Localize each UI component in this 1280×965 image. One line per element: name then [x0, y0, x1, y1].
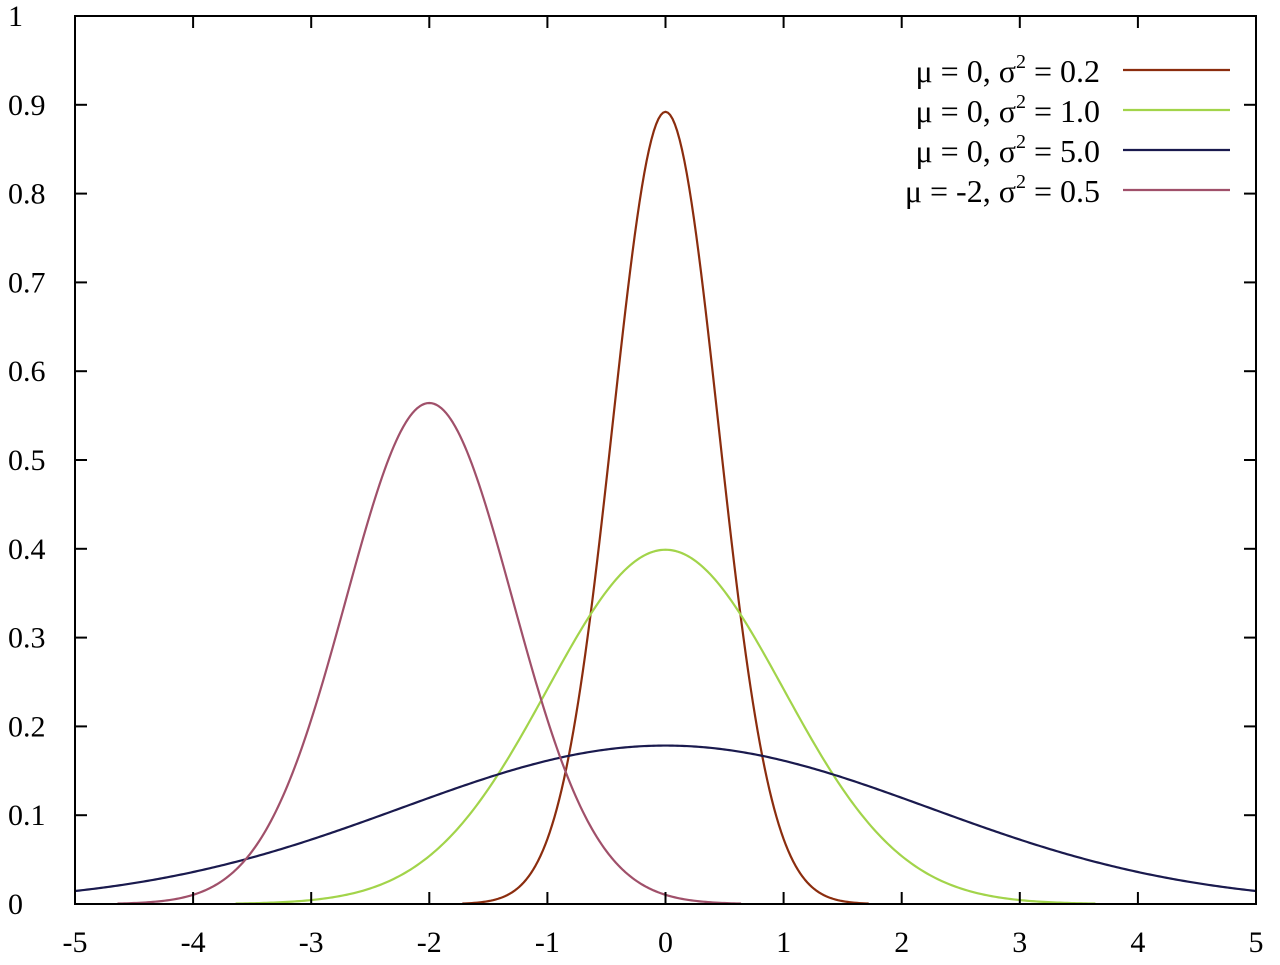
y-tick-label: 0.6 [8, 355, 46, 388]
y-tick-label: 0.5 [8, 444, 46, 477]
x-tick-label: -5 [63, 926, 88, 959]
series-line-1 [462, 110, 869, 905]
y-tick-label: 1 [8, 0, 23, 33]
y-tick-label: 0.1 [8, 799, 46, 832]
legend: μ = 0, σ2 = 0.2μ = 0, σ2 = 1.0μ = 0, σ2 … [905, 51, 1230, 209]
series-line-4 [117, 401, 742, 905]
y-tick-label: 0.2 [8, 710, 46, 743]
legend-entry-label: μ = 0, σ2 = 5.0 [916, 131, 1101, 169]
y-tick-label: 0.3 [8, 622, 46, 655]
x-tick-label: -3 [299, 926, 324, 959]
y-tick-label: 0.8 [8, 178, 46, 211]
x-tick-label: -4 [181, 926, 206, 959]
legend-entry-label: μ = -2, σ2 = 0.5 [905, 171, 1100, 209]
legend-entry-label: μ = 0, σ2 = 0.2 [916, 51, 1101, 89]
x-tick-label: -1 [535, 926, 560, 959]
series-line-2 [235, 548, 1096, 905]
y-tick-label: 0.9 [8, 89, 46, 122]
plot-frame [74, 15, 1257, 905]
x-tick-label: 2 [894, 926, 909, 959]
legend-entry-label: μ = 0, σ2 = 1.0 [916, 91, 1101, 129]
series-layer [74, 110, 1257, 905]
y-tick-label: 0.4 [8, 533, 46, 566]
x-tick-label: -2 [417, 926, 442, 959]
x-tick-label: 5 [1249, 926, 1264, 959]
x-tick-label: 0 [658, 926, 673, 959]
y-tick-label: 0.7 [8, 266, 46, 299]
tick-labels-layer: -5 -4 -3 -2 -1 0 1 2 3 4 5 0 0.1 0.2 0.3 0.4 0.5 0.6 0.7 0.… [8, 0, 1264, 959]
x-tick-label: 3 [1012, 926, 1027, 959]
x-tick-label: 1 [776, 926, 791, 959]
x-tick-label: 4 [1130, 926, 1145, 959]
y-tick-label: 0 [8, 888, 23, 921]
series-line-3 [74, 744, 1257, 893]
